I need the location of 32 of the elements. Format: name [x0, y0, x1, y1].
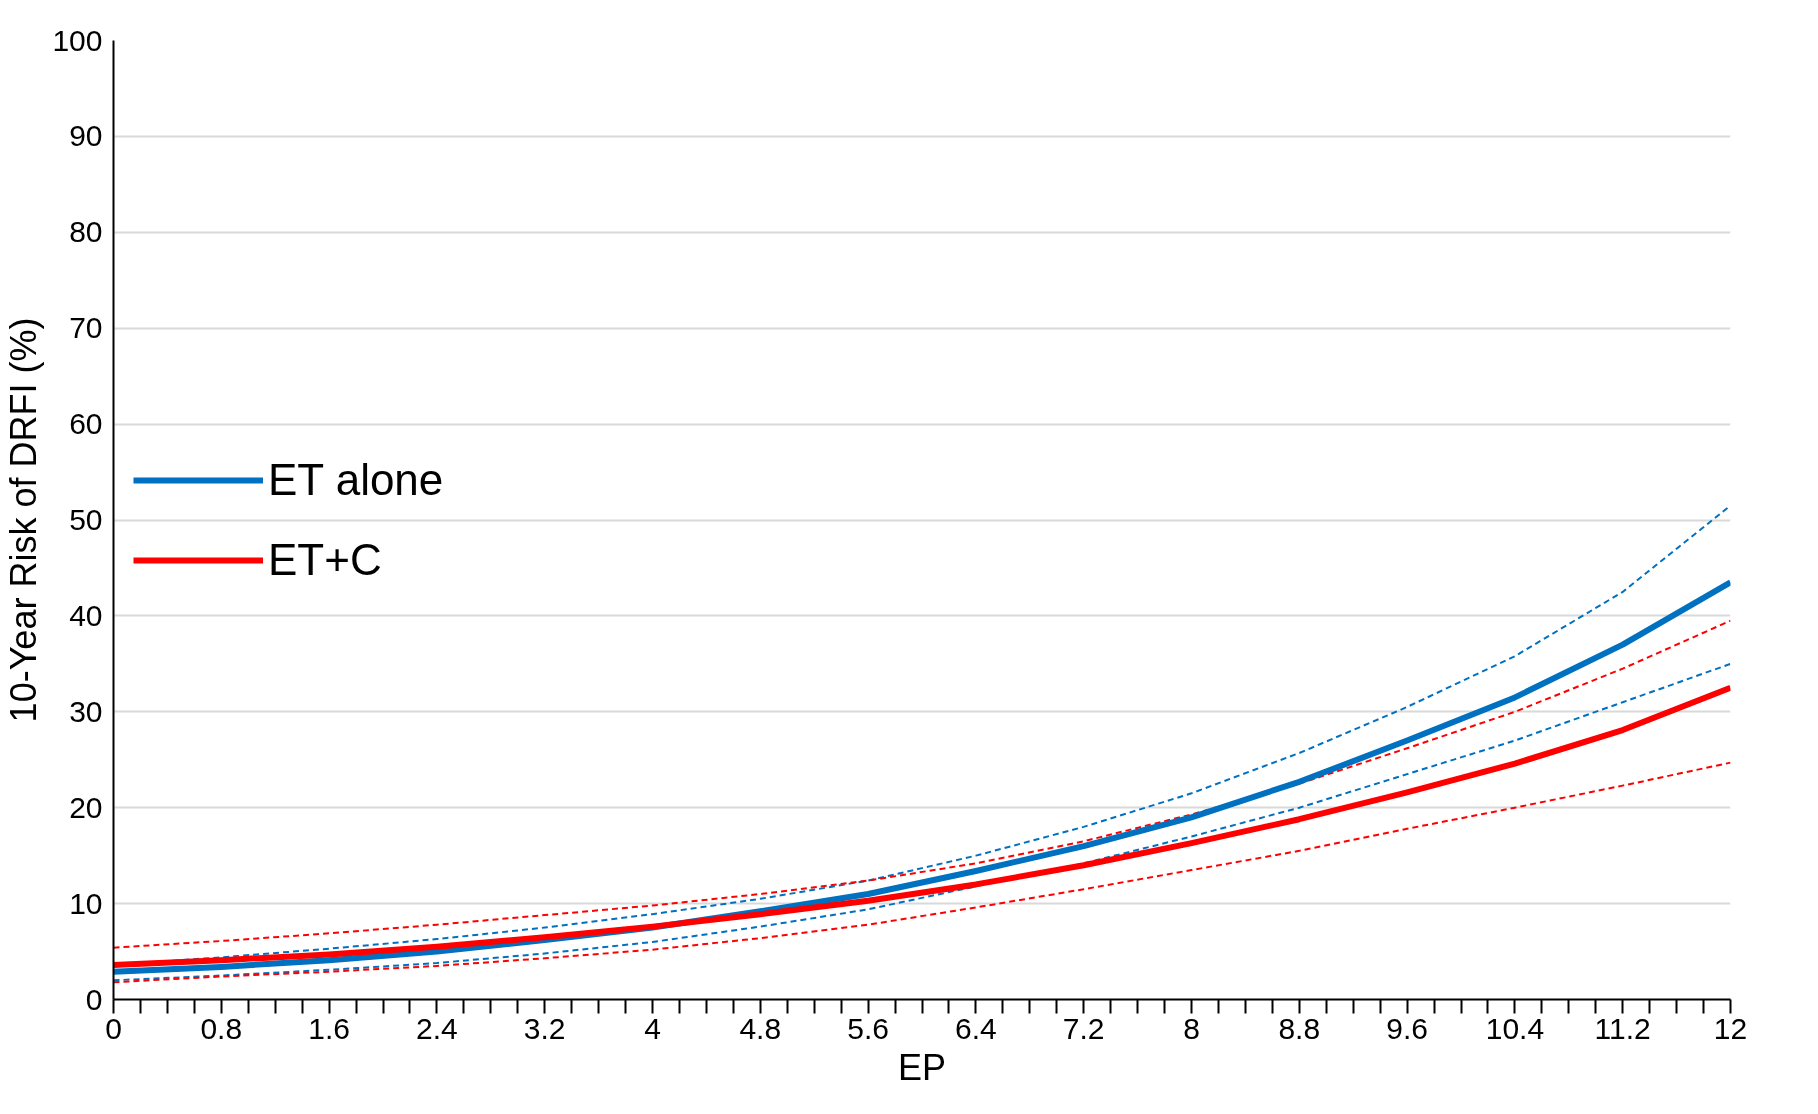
- x-tick-label: 4.8: [739, 1011, 782, 1045]
- x-tick-label: 8: [1183, 1011, 1200, 1045]
- x-tick-label: 7.2: [1062, 1011, 1105, 1045]
- y-tick-label: 60: [69, 407, 103, 441]
- x-tick-label: 6.4: [955, 1011, 997, 1045]
- y-tick-label: 10: [69, 886, 103, 920]
- x-tick-label: 4: [644, 1011, 661, 1045]
- y-tick-label: 80: [69, 215, 103, 249]
- x-tick-label: 3.2: [523, 1011, 566, 1045]
- x-tick-label: 11.2: [1594, 1011, 1651, 1045]
- y-tick-label: 40: [69, 598, 103, 632]
- line-series: [113, 619, 1731, 949]
- x-tick-label: 8.8: [1278, 1011, 1321, 1045]
- x-tick-label: 5.6: [847, 1011, 889, 1045]
- x-tick-label: 12: [1713, 1011, 1748, 1045]
- y-tick-label: 100: [52, 23, 103, 57]
- legend-label: ET alone: [268, 453, 444, 506]
- x-tick-label: 2.4: [416, 1011, 458, 1045]
- x-tick-label: 1.6: [308, 1011, 350, 1045]
- y-tick-label: 20: [69, 790, 103, 824]
- y-tick-label: 50: [69, 503, 103, 536]
- y-tick-label: 30: [69, 694, 103, 728]
- x-tick-label: 10.4: [1485, 1011, 1545, 1045]
- x-tick-label: 9.6: [1386, 1011, 1428, 1045]
- y-tick-label: 70: [69, 311, 103, 345]
- y-tick-label: 0: [85, 982, 103, 1016]
- y-tick-label: 90: [69, 119, 103, 153]
- legend-label: ET+C: [268, 533, 382, 586]
- x-tick-label: 0.8: [200, 1011, 243, 1045]
- line-series: [113, 761, 1731, 984]
- y-axis-title: 10-Year Risk of DRFI (%): [3, 317, 45, 723]
- x-axis-title: EP: [897, 1046, 947, 1088]
